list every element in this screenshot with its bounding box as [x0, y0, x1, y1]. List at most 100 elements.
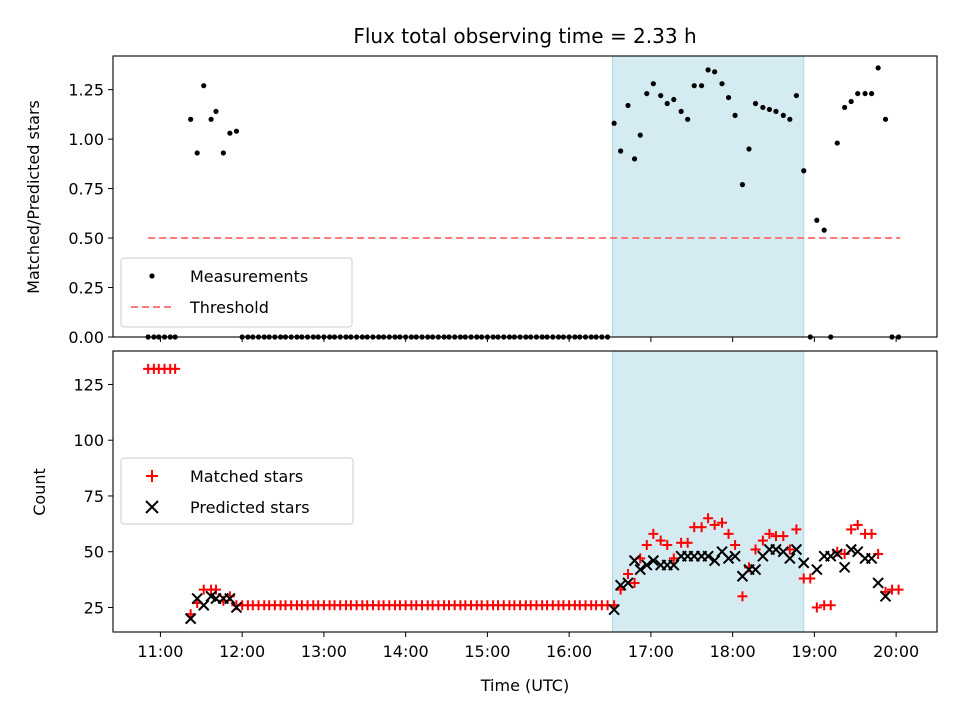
predicted-star-point	[702, 550, 714, 562]
measurement-point	[631, 156, 638, 162]
matched-star-point	[723, 528, 734, 539]
measurement-point	[208, 116, 214, 122]
measurement-point	[780, 112, 786, 118]
y-tick-label: 0.25	[68, 279, 104, 298]
predicted-star-point	[614, 579, 627, 591]
x-tick-label: 20:00	[873, 642, 919, 661]
y-tick-label: 50	[84, 543, 104, 562]
x-tick-label: 12:00	[219, 642, 265, 661]
measurement-point	[644, 90, 650, 97]
measurement-point	[201, 83, 207, 89]
measurement-point	[801, 168, 807, 174]
y-tick-label: 0.00	[68, 328, 104, 347]
measurement-point	[637, 132, 643, 138]
matched-star-point	[682, 537, 693, 548]
matched-star-point	[805, 573, 816, 584]
measurement-point	[848, 98, 854, 105]
matched-star-point	[662, 540, 673, 551]
matched-star-point	[655, 535, 666, 546]
x-axis-label: Time (UTC)	[480, 676, 569, 695]
matched-star-point	[825, 600, 836, 611]
measurement-point	[618, 148, 624, 154]
measurement-point	[658, 92, 664, 99]
matched-star-point	[211, 584, 221, 595]
matched-star-point	[730, 540, 741, 551]
measurement-point	[664, 100, 670, 107]
predicted-star-point	[825, 550, 837, 562]
predicted-star-point	[634, 563, 646, 576]
top-legend-box	[120, 257, 353, 328]
predicted-star-point	[770, 543, 782, 556]
x-tick-label: 19:00	[791, 642, 837, 661]
x-tick-label: 18:00	[710, 642, 756, 661]
matched-star-point	[893, 584, 904, 595]
x-tick-label: 11:00	[137, 642, 183, 661]
measurement-point	[882, 116, 889, 122]
legend-predicted-marker	[145, 500, 159, 514]
measurement-point	[766, 106, 773, 113]
measurement-point	[725, 94, 732, 101]
x-tick-label: 16:00	[546, 642, 592, 661]
predicted-star-point	[722, 552, 735, 565]
legend-matched-label: Matched stars	[190, 467, 303, 486]
matched-star-point	[648, 528, 659, 539]
top-panel: 0.00 0.25 0.50 0.75 1.00 1.25 Flux total obse…	[24, 24, 938, 347]
predicted-star-point	[831, 548, 843, 560]
measurement-point	[233, 128, 240, 134]
x-tick-label: 15:00	[464, 642, 510, 661]
matched-star-point	[846, 524, 857, 535]
measurement-point	[793, 92, 799, 99]
predicted-star-point	[784, 552, 796, 565]
matched-star-point	[811, 602, 822, 613]
bottom-axes-frame	[112, 350, 938, 633]
measurement-point	[671, 96, 677, 103]
predicted-star-point	[628, 554, 641, 567]
measurement-point	[760, 104, 766, 111]
measurement-point	[712, 69, 718, 75]
measurement-point	[220, 150, 226, 156]
chart-title: Flux total observing time = 2.33 h	[353, 24, 696, 48]
measurement-point	[869, 90, 875, 97]
predicted-stars-points	[184, 543, 892, 625]
measurement-point	[719, 81, 725, 87]
matched-stars-points	[143, 363, 904, 620]
matched-star-point	[866, 528, 877, 539]
measurement-point	[821, 227, 827, 233]
predicted-star-point	[668, 559, 680, 571]
measurement-point	[862, 90, 868, 97]
measurement-point	[732, 112, 738, 118]
y-tick-label: 25	[84, 598, 104, 617]
measurement-point	[685, 116, 691, 122]
measurement-point	[752, 100, 759, 107]
matched-star-point	[703, 513, 714, 524]
matched-star-point	[641, 540, 652, 551]
predicted-star-point	[811, 563, 823, 576]
matched-star-point	[696, 522, 707, 533]
y-tick-label: 125	[73, 375, 104, 394]
bottom-y-ticks: 25 50 75 100 125	[73, 375, 113, 617]
legend-measurements-label: Measurements	[190, 267, 308, 286]
predicted-star-point	[879, 590, 892, 603]
matched-star-point	[709, 519, 720, 530]
measurement-point	[787, 116, 793, 122]
x-tick-label: 14:00	[383, 642, 429, 661]
predicted-star-point	[230, 601, 243, 614]
predicted-star-point	[184, 612, 197, 625]
x-tick-label: 17:00	[628, 642, 674, 661]
predicted-star-point	[622, 577, 634, 589]
predicted-star-point	[641, 559, 653, 571]
predicted-star-point	[838, 561, 851, 574]
y-tick-label: 1.00	[68, 130, 104, 149]
measurement-point	[855, 90, 861, 97]
top-y-axis-label: Matched/Predicted stars	[24, 100, 43, 294]
measurement-point	[698, 83, 705, 89]
predicted-star-point	[729, 550, 741, 562]
predicted-star-point	[865, 552, 878, 565]
predicted-star-point	[872, 577, 884, 589]
x-tick-label: 13:00	[301, 642, 347, 661]
matched-star-point	[778, 531, 789, 542]
predicted-star-point	[845, 543, 857, 556]
legend-threshold-label: Threshold	[189, 298, 269, 317]
predicted-star-point	[608, 603, 620, 616]
measurement-point	[625, 102, 631, 109]
